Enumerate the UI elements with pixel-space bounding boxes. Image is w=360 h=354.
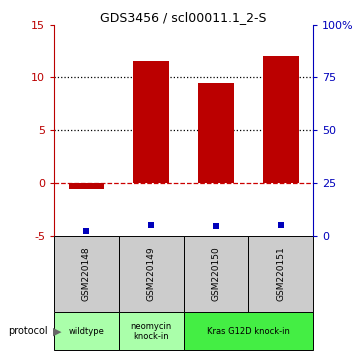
Bar [248, 235, 313, 312]
Text: GSM220151: GSM220151 [276, 246, 285, 301]
Text: Kras G12D knock-in: Kras G12D knock-in [207, 327, 290, 336]
Text: GSM220148: GSM220148 [82, 246, 91, 301]
Bar [263, 56, 299, 183]
Bar [133, 61, 169, 183]
Bar [184, 235, 248, 312]
Text: protocol: protocol [8, 326, 48, 336]
Point [278, 222, 284, 228]
Title: GDS3456 / scl00011.1_2-S: GDS3456 / scl00011.1_2-S [100, 11, 267, 24]
Text: GSM220149: GSM220149 [147, 246, 156, 301]
Point [84, 228, 89, 234]
Point [213, 224, 219, 229]
Bar [69, 183, 104, 189]
Bar [54, 235, 119, 312]
Text: wildtype: wildtype [68, 327, 104, 336]
Bar [184, 312, 313, 350]
Bar [119, 312, 184, 350]
Point [148, 222, 154, 228]
Text: GSM220150: GSM220150 [212, 246, 220, 301]
Bar [54, 312, 119, 350]
Bar [119, 235, 184, 312]
Text: ▶: ▶ [53, 326, 61, 336]
Bar [198, 83, 234, 183]
Text: neomycin
knock-in: neomycin knock-in [131, 321, 172, 341]
